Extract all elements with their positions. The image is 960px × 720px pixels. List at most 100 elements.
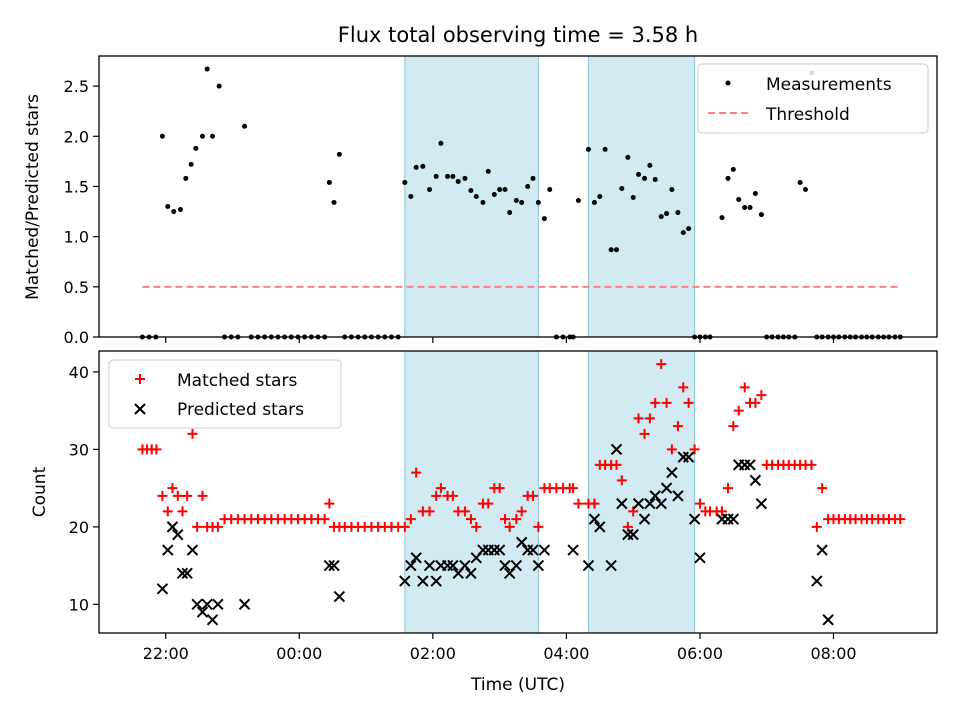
top-legend: Measurements Threshold <box>697 63 929 134</box>
measurements-point <box>541 216 547 222</box>
top-observing-span-1 <box>587 55 696 338</box>
legend-matched-label: Matched stars <box>177 371 297 391</box>
chart-title: Flux total observing time = 3.58 h <box>338 23 698 47</box>
predicted-stars-point <box>666 466 678 479</box>
measurements-point <box>497 186 503 192</box>
bottom-observing-span-1 <box>587 350 696 634</box>
predicted-stars-point <box>191 598 203 611</box>
matched-stars-point <box>187 428 198 439</box>
predicted-stars-point <box>510 559 523 572</box>
predicted-stars-point <box>660 482 673 494</box>
matched-stars-point <box>411 467 422 478</box>
measurements-point <box>473 194 479 199</box>
measurements-point <box>530 175 536 181</box>
top-ylabel: Matched/Predicted stars <box>23 94 43 300</box>
matched-stars-point <box>611 459 622 470</box>
bottom-ytick-label: 10 <box>69 595 89 614</box>
matched-stars-point <box>806 459 817 470</box>
predicted-stars-point <box>694 552 706 564</box>
bottom-ytick-label: 20 <box>69 518 89 537</box>
legend-measurements-label: Measurements <box>766 75 892 95</box>
measurements-point <box>625 154 631 160</box>
measurements-point <box>427 186 433 192</box>
measurements-point <box>402 179 408 185</box>
measurements-point <box>204 66 210 72</box>
predicted-stars-point <box>399 575 411 587</box>
measurements-point <box>519 200 525 206</box>
measurements-point <box>165 204 171 210</box>
legend-predicted-label: Predicted stars <box>177 400 304 420</box>
predicted-stars-point <box>567 544 579 556</box>
predicted-stars-point <box>423 559 436 572</box>
top-ytick-label: 1.0 <box>64 228 89 247</box>
matched-stars-point <box>151 444 162 455</box>
matched-stars-point <box>817 483 828 494</box>
measurements-point <box>420 163 426 169</box>
predicted-stars-point <box>682 451 695 463</box>
measurements-point <box>680 230 686 236</box>
bottom-ytick-label: 40 <box>69 363 89 382</box>
matched-stars-point <box>811 521 822 532</box>
predicted-stars-point <box>744 459 756 471</box>
measurements-point <box>445 173 451 179</box>
predicted-stars-point <box>176 567 189 580</box>
predicted-stars-point <box>166 521 179 533</box>
matched-stars-point <box>499 514 510 525</box>
matched-stars-point <box>447 490 458 501</box>
predicted-stars-point <box>499 559 511 572</box>
top-observing-span-0 <box>404 55 539 338</box>
top-ytick-label: 2.5 <box>64 77 89 96</box>
measurements-point <box>647 162 653 168</box>
predicted-stars-point <box>201 598 213 611</box>
measurements-point <box>480 200 486 206</box>
matched-stars-point <box>723 483 734 494</box>
measurements-point <box>630 195 636 201</box>
predicted-stars-point <box>417 575 429 587</box>
matched-stars-point <box>324 498 335 509</box>
measurements-point <box>636 171 642 177</box>
predicted-stars-point <box>688 513 701 525</box>
bottom-observing-span-0 <box>404 350 539 634</box>
matched-stars-point <box>516 506 527 517</box>
legend-matched-marker <box>135 374 145 384</box>
xtick-label: 22:00 <box>143 644 189 663</box>
matched-stars-point <box>172 490 183 501</box>
measurements-point <box>747 205 753 211</box>
matched-stars-point <box>639 428 650 439</box>
matched-stars-point <box>728 421 739 432</box>
bottom-legend: Matched stars Predicted stars <box>108 359 342 429</box>
matched-stars-point <box>750 397 761 408</box>
bottom-xlabel: Time (UTC) <box>470 675 565 695</box>
matched-stars-point <box>459 506 470 517</box>
predicted-stars-point <box>162 544 174 556</box>
predicted-stars-point <box>605 559 617 572</box>
measurements-point <box>725 175 731 181</box>
measurements-point <box>602 146 608 152</box>
measurements-point <box>752 190 758 196</box>
matched-stars-point <box>177 506 188 517</box>
measurements-point <box>797 179 803 185</box>
xtick-label: 00:00 <box>276 644 322 663</box>
matched-stars-point <box>683 397 694 408</box>
measurements-point <box>468 187 474 193</box>
measurements-point <box>736 197 742 203</box>
predicted-stars-point <box>459 559 471 572</box>
xtick-label: 02:00 <box>410 644 456 663</box>
predicted-stars-point <box>588 513 601 525</box>
measurements-point <box>159 133 165 139</box>
measurements-point <box>216 83 222 89</box>
predicted-stars-point <box>755 497 768 510</box>
measurements-point <box>686 226 692 232</box>
matched-stars-point <box>661 397 672 408</box>
measurements-point <box>658 214 664 220</box>
measurements-point <box>450 173 456 179</box>
top-ytick-label: 1.5 <box>64 177 89 196</box>
matched-stars-point <box>656 359 667 370</box>
matched-stars-point <box>424 506 435 517</box>
measurements-point <box>535 200 541 206</box>
predicted-stars-point <box>206 614 219 626</box>
predicted-stars-point <box>405 559 417 572</box>
matched-stars-point <box>405 514 416 525</box>
matched-stars-point <box>678 382 689 393</box>
